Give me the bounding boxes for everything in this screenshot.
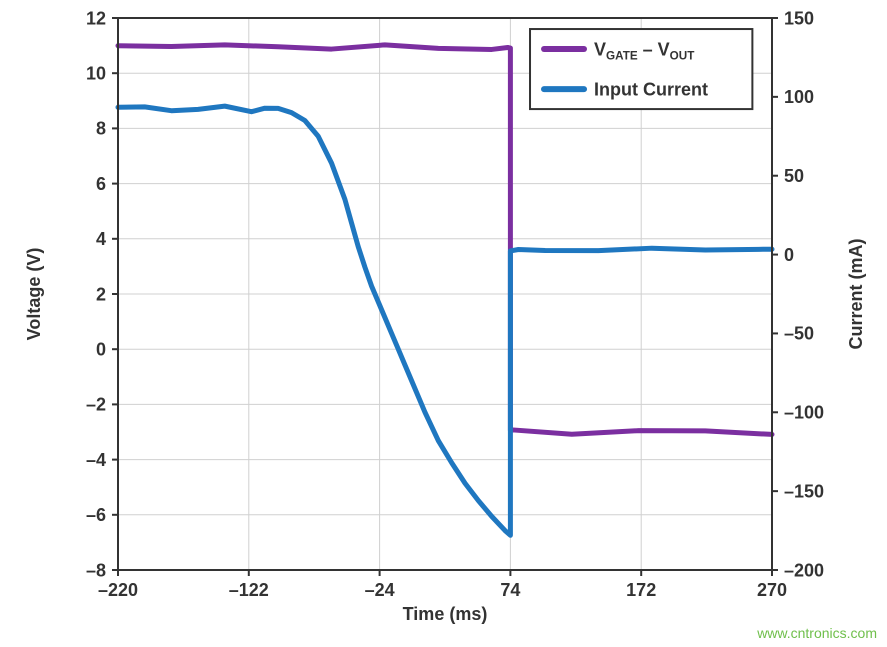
yR-axis-label: Current (mA) [846, 238, 866, 349]
yL-tick-label: –8 [86, 560, 106, 580]
watermark-text: www.cntronics.com [757, 625, 877, 641]
x-tick-label: –220 [98, 580, 138, 600]
yR-tick-label: –150 [784, 481, 824, 501]
yR-tick-label: –50 [784, 324, 814, 344]
yL-tick-label: 10 [86, 64, 106, 84]
x-tick-label: –24 [365, 580, 395, 600]
yL-tick-label: 4 [96, 229, 106, 249]
x-tick-label: 74 [500, 580, 520, 600]
yR-tick-label: 100 [784, 87, 814, 107]
yR-tick-label: –200 [784, 560, 824, 580]
yR-tick-label: 0 [784, 245, 794, 265]
yL-tick-label: 12 [86, 8, 106, 28]
x-tick-label: 270 [757, 580, 787, 600]
yL-tick-label: –6 [86, 505, 106, 525]
x-tick-label: 172 [626, 580, 656, 600]
yR-tick-label: 50 [784, 166, 804, 186]
legend-label: Input Current [594, 79, 708, 99]
x-axis-label: Time (ms) [403, 604, 488, 624]
yR-tick-label: 150 [784, 8, 814, 28]
legend: VGATE – VOUTInput Current [530, 29, 752, 109]
yL-tick-label: 8 [96, 119, 106, 139]
yL-tick-label: 2 [96, 284, 106, 304]
yL-tick-label: 0 [96, 340, 106, 360]
dual-axis-line-chart: –220 –122 –24 74 172 270 –8 –6 –4 –2 0 2 4 6 8 10 12 –200… [0, 0, 887, 647]
x-tick-label: –122 [229, 580, 269, 600]
yL-tick-label: –4 [86, 450, 106, 470]
yR-tick-label: –100 [784, 403, 824, 423]
yL-tick-label: 6 [96, 174, 106, 194]
yL-tick-label: –2 [86, 395, 106, 415]
yL-axis-label: Voltage (V) [24, 248, 44, 341]
